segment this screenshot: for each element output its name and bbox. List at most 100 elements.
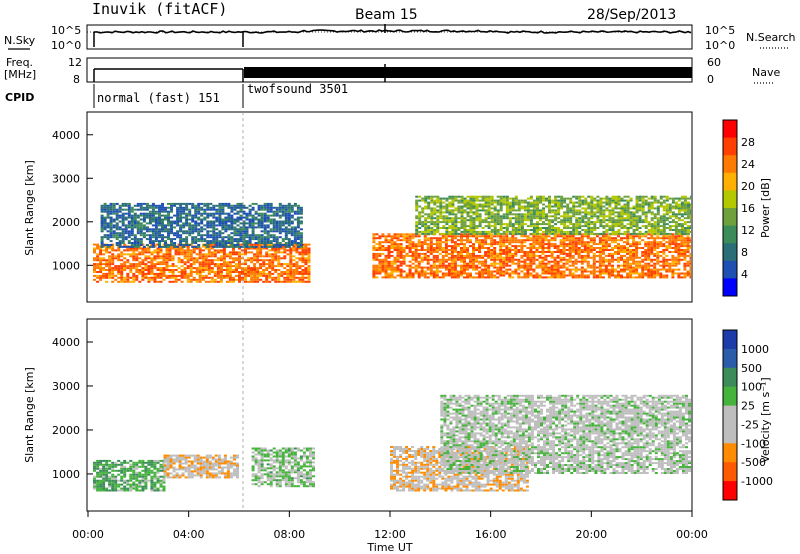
echo-cell (411, 266, 415, 269)
echo-cell (502, 272, 506, 275)
echo-cell (456, 270, 460, 273)
echo-cell (505, 270, 509, 273)
echo-cell (185, 212, 189, 215)
echo-cell (121, 212, 125, 215)
echo-cell (554, 215, 558, 218)
echo-cell (127, 208, 131, 211)
echo-cell (274, 255, 278, 258)
echo-cell (683, 258, 687, 261)
echo-cell (438, 270, 442, 273)
echo-cell (253, 253, 257, 256)
echo-cell (511, 252, 515, 255)
echo-cell (381, 247, 385, 249)
echo-cell (438, 276, 442, 279)
echo-cell (523, 268, 527, 271)
echo-cell (179, 224, 183, 227)
echo-cell (284, 226, 288, 229)
echo-cell (587, 217, 591, 220)
echo-cell (511, 223, 515, 226)
echo-cell (417, 249, 421, 251)
echo-cell (245, 218, 249, 221)
echo-cell (547, 270, 551, 273)
echo-cell (418, 211, 422, 214)
nsky-strip: N.Sky 10^5 10^0 10^5 10^0 N.Search (4, 24, 796, 52)
echo-cell (466, 247, 469, 249)
echo-cell (251, 236, 255, 239)
echo-cell (475, 254, 479, 257)
echo-cell (293, 212, 297, 215)
echo-cell (566, 227, 570, 229)
echo-cell (372, 266, 376, 269)
echo-cell (586, 274, 590, 277)
echo-cell (221, 202, 225, 205)
echo-cell (456, 272, 460, 275)
echo-cell (475, 207, 479, 210)
echo-cell (136, 204, 140, 207)
echo-cell (126, 249, 130, 252)
echo-cell (445, 232, 449, 235)
echo-cell (277, 269, 281, 271)
echo-cell (439, 227, 443, 229)
echo-cell (272, 230, 276, 233)
echo-cell (124, 218, 128, 221)
echo-cell (185, 220, 189, 223)
echo-cell (614, 270, 617, 273)
echo-cell (584, 232, 588, 235)
echo-cell (142, 212, 146, 215)
echo-cell (430, 199, 434, 202)
echo-cell (653, 268, 657, 271)
echo-cell (541, 251, 545, 253)
echo-cell (102, 253, 106, 256)
echo-cell (604, 247, 608, 249)
echo-cell (436, 215, 440, 218)
echo-cell (595, 254, 599, 257)
echo-cell (611, 247, 614, 249)
echo-cell (478, 274, 482, 277)
echo-cell (583, 276, 587, 279)
echo-cell (159, 249, 163, 252)
echo-cell (490, 245, 494, 248)
echo-cell (299, 212, 303, 215)
echo-cell (99, 267, 103, 270)
echo-cell (268, 267, 272, 270)
echo-cell (120, 274, 124, 277)
echo-cell (250, 269, 254, 271)
echo-cell (154, 226, 158, 229)
echo-cell (490, 215, 494, 218)
echo-cell (191, 238, 195, 241)
echo-cell (129, 265, 133, 268)
echo-cell (142, 245, 146, 248)
echo-cell (117, 257, 121, 260)
echo-cell (186, 257, 190, 260)
echo-cell (200, 228, 204, 231)
echo-cell (118, 236, 122, 239)
echo-cell (112, 234, 116, 237)
echo-cell (556, 245, 560, 248)
echo-cell (378, 249, 382, 251)
echo-cell (269, 210, 273, 213)
echo-cell (114, 249, 118, 252)
echo-cell (284, 218, 288, 221)
echo-cell (453, 254, 457, 257)
echo-cell (244, 261, 247, 264)
echo-cell (191, 242, 195, 244)
echo-cell (218, 202, 222, 205)
echo-cell (578, 219, 582, 222)
echo-cell (185, 236, 189, 239)
echo-cell (502, 227, 506, 229)
echo-cell (447, 272, 451, 275)
echo-cell (139, 224, 143, 227)
echo-cell (511, 205, 515, 208)
echo-cell (417, 252, 421, 255)
echo-cell (427, 230, 431, 233)
echo-cell (212, 238, 216, 241)
echo-cell (171, 269, 175, 271)
echo-cell (399, 264, 403, 267)
echo-cell (150, 265, 154, 268)
echo-cell (153, 251, 157, 254)
echo-cell (420, 268, 424, 271)
echo-cell (532, 203, 536, 206)
echo-cell (278, 230, 282, 233)
echo-cell (429, 270, 433, 273)
echo-cell (145, 212, 149, 215)
